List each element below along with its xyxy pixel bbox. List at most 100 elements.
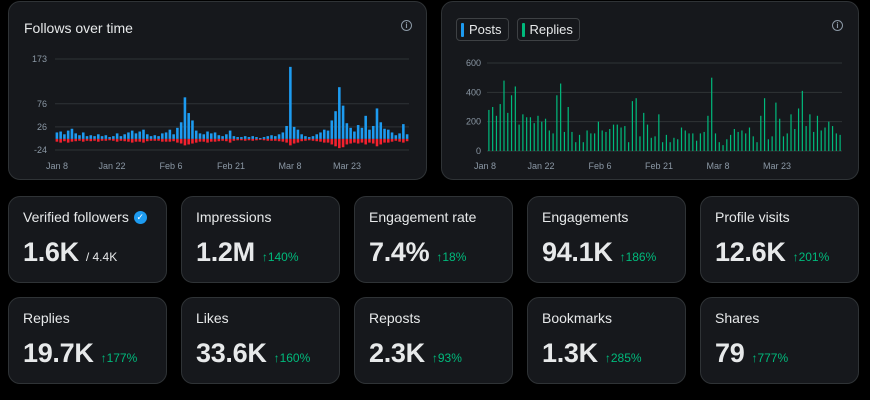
replies-bar bbox=[616, 124, 618, 151]
x-tick-label: Mar 23 bbox=[333, 161, 361, 171]
replies-bar bbox=[556, 95, 558, 151]
unfollows-bar bbox=[255, 138, 258, 141]
stat-card-bookmarks[interactable]: Bookmarks 1.3K ↑285% bbox=[527, 297, 686, 384]
follows-bar bbox=[115, 133, 119, 139]
follows-bar bbox=[119, 136, 123, 139]
info-icon[interactable]: i bbox=[401, 20, 412, 31]
unfollows-bar bbox=[356, 138, 360, 144]
stat-change: ↑160% bbox=[274, 351, 311, 365]
unfollows-bar bbox=[138, 138, 142, 142]
stat-card-reposts[interactable]: Reposts 2.3K ↑93% bbox=[354, 297, 513, 384]
stat-value-row: 12.6K ↑201% bbox=[715, 237, 829, 268]
stat-label: Profile visits bbox=[715, 209, 790, 225]
unfollows-bar bbox=[338, 138, 341, 149]
unfollows-bar bbox=[405, 138, 409, 142]
replies-bar bbox=[620, 127, 622, 151]
follows-bar bbox=[232, 136, 236, 139]
unfollows-bar bbox=[398, 138, 401, 142]
replies-bar bbox=[665, 134, 667, 151]
stat-card-engagements[interactable]: Engagements 94.1K ↑186% bbox=[527, 196, 686, 283]
replies-bar bbox=[526, 117, 528, 151]
follows-bar bbox=[307, 137, 311, 139]
stat-card-shares[interactable]: Shares 79 ↑777% bbox=[700, 297, 859, 384]
verified-badge-icon: ✓ bbox=[133, 210, 147, 224]
follows-bar bbox=[198, 133, 202, 139]
x-tick-label: Jan 8 bbox=[474, 161, 496, 171]
stat-card-profile-visits[interactable]: Profile visits 12.6K ↑201% bbox=[700, 196, 859, 283]
replies-bar bbox=[756, 142, 758, 151]
unfollows-bar bbox=[289, 138, 292, 146]
replies-bar bbox=[646, 124, 649, 151]
replies-bar bbox=[771, 136, 773, 151]
replies-bar bbox=[816, 115, 819, 151]
follows-bar bbox=[402, 124, 405, 139]
follows-bar bbox=[247, 137, 251, 139]
replies-bar bbox=[820, 130, 822, 151]
unfollows-bar bbox=[247, 138, 251, 141]
unfollows-bar bbox=[232, 138, 236, 141]
replies-bar bbox=[741, 130, 743, 151]
replies-bar bbox=[541, 121, 543, 151]
unfollows-bar bbox=[55, 138, 59, 142]
legend-replies-label: Replies bbox=[529, 22, 573, 37]
stat-card-impressions[interactable]: Impressions 1.2M ↑140% bbox=[181, 196, 340, 283]
legend-posts-label: Posts bbox=[469, 22, 502, 37]
replies-bar bbox=[514, 86, 516, 151]
x-tick-label: Feb 21 bbox=[645, 161, 673, 171]
follows-bar bbox=[206, 131, 209, 139]
legend-replies[interactable]: Replies bbox=[516, 18, 580, 41]
unfollows-bar bbox=[266, 138, 270, 141]
info-icon[interactable]: i bbox=[832, 20, 843, 31]
follows-bar bbox=[70, 128, 74, 139]
stat-value: 2.3K bbox=[369, 338, 425, 368]
replies-bar bbox=[567, 107, 569, 151]
arrow-up-icon: ↑ bbox=[751, 351, 758, 365]
y-tick-label: 173 bbox=[32, 54, 47, 64]
replies-bar bbox=[624, 126, 626, 151]
stat-value-row: 7.4% ↑18% bbox=[369, 237, 466, 268]
follows-bar bbox=[255, 137, 258, 139]
follows-bar bbox=[59, 131, 62, 139]
y-tick-label: 0 bbox=[476, 146, 481, 156]
arrow-up-icon: ↑ bbox=[261, 250, 268, 264]
replies-bar bbox=[507, 112, 509, 151]
replies-bar bbox=[794, 129, 796, 151]
follows-bar bbox=[104, 135, 108, 139]
y-tick-label: 400 bbox=[466, 87, 481, 97]
unfollows-bar bbox=[364, 138, 367, 145]
stat-label: Verified followers ✓ bbox=[23, 209, 147, 225]
follows-bar bbox=[258, 137, 262, 139]
follows-bar bbox=[97, 134, 100, 139]
stat-change-value: 186% bbox=[625, 250, 657, 264]
stat-change-value: 201% bbox=[798, 250, 830, 264]
unfollows-bar bbox=[157, 138, 160, 141]
stat-label: Engagements bbox=[542, 209, 629, 225]
stat-card-replies[interactable]: Replies 19.7K ↑177% bbox=[8, 297, 167, 384]
replies-bar bbox=[767, 139, 769, 151]
stat-card-engagement-rate[interactable]: Engagement rate 7.4% ↑18% bbox=[354, 196, 513, 283]
unfollows-bar bbox=[281, 138, 285, 142]
unfollows-bar bbox=[390, 138, 394, 142]
replies-bar bbox=[503, 80, 505, 151]
posts-chart: 600 400 200 0 Jan 8 Jan 22 Feb 6 Feb 21 Mar 8 Mar… bbox=[466, 58, 842, 171]
unfollows-bar bbox=[161, 138, 164, 142]
stat-change-value: 285% bbox=[610, 351, 642, 365]
legend-posts[interactable]: Posts bbox=[456, 18, 509, 41]
unfollows-bar bbox=[240, 138, 243, 141]
follows-bar bbox=[364, 115, 367, 139]
replies-bar bbox=[628, 142, 630, 151]
replies-bar bbox=[813, 131, 815, 151]
unfollows-bar bbox=[353, 138, 356, 143]
unfollows-bar bbox=[100, 138, 104, 141]
follows-bar bbox=[191, 120, 194, 139]
stat-change-value: 18% bbox=[442, 250, 467, 264]
replies-bar bbox=[677, 139, 679, 151]
unfollows-bar bbox=[210, 138, 213, 142]
unfollows-bar bbox=[307, 138, 311, 141]
stat-card-verified-followers[interactable]: Verified followers ✓ 1.6K / 4.4K bbox=[8, 196, 167, 283]
stat-change-value: 140% bbox=[267, 250, 299, 264]
unfollows-bar bbox=[300, 138, 303, 142]
stat-change-value: 777% bbox=[757, 351, 789, 365]
replies-bar bbox=[733, 129, 735, 151]
stat-card-likes[interactable]: Likes 33.6K ↑160% bbox=[181, 297, 340, 384]
